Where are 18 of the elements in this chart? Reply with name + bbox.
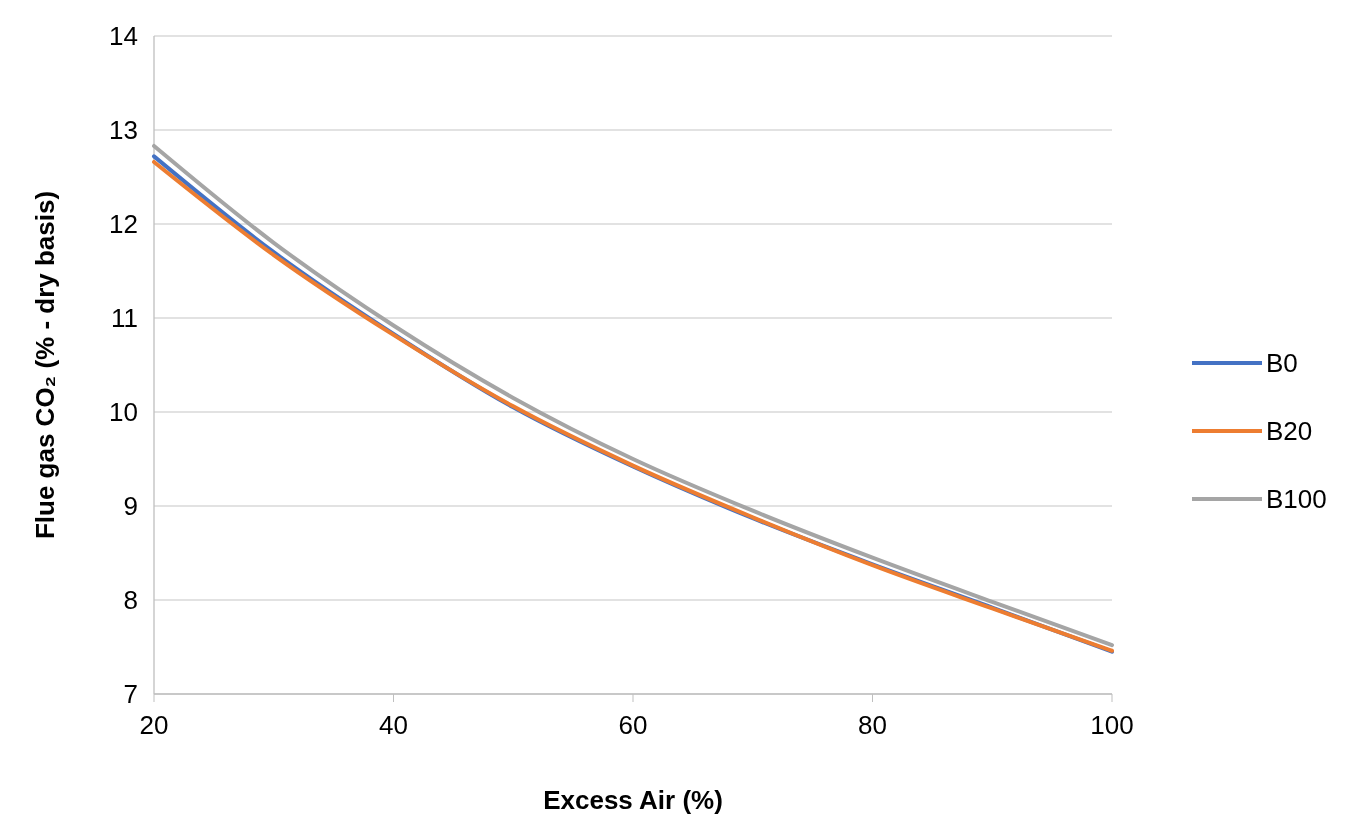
y-tick-label: 7 bbox=[123, 679, 138, 710]
legend-label: B100 bbox=[1266, 484, 1327, 515]
legend-label: B20 bbox=[1266, 416, 1313, 447]
y-axis-title: Flue gas CO₂ (% - dry basis) bbox=[30, 190, 60, 540]
y-tick-label: 14 bbox=[109, 21, 138, 52]
x-axis-title: Excess Air (%) bbox=[543, 785, 723, 815]
legend-label: B0 bbox=[1266, 348, 1298, 379]
x-tick-label: 20 bbox=[139, 710, 169, 740]
y-tick-label: 9 bbox=[123, 491, 138, 522]
y-tick-label: 10 bbox=[109, 397, 138, 428]
y-tick-label: 11 bbox=[111, 303, 138, 334]
x-tick-label: 40 bbox=[379, 710, 408, 740]
y-tick-label: 13 bbox=[109, 115, 138, 146]
x-tick-label: 60 bbox=[618, 710, 648, 740]
x-tick-label: 100 bbox=[1090, 710, 1134, 740]
y-tick-label: 12 bbox=[109, 209, 138, 240]
x-tick-label: 80 bbox=[858, 710, 887, 740]
y-tick-label: 8 bbox=[123, 585, 138, 616]
